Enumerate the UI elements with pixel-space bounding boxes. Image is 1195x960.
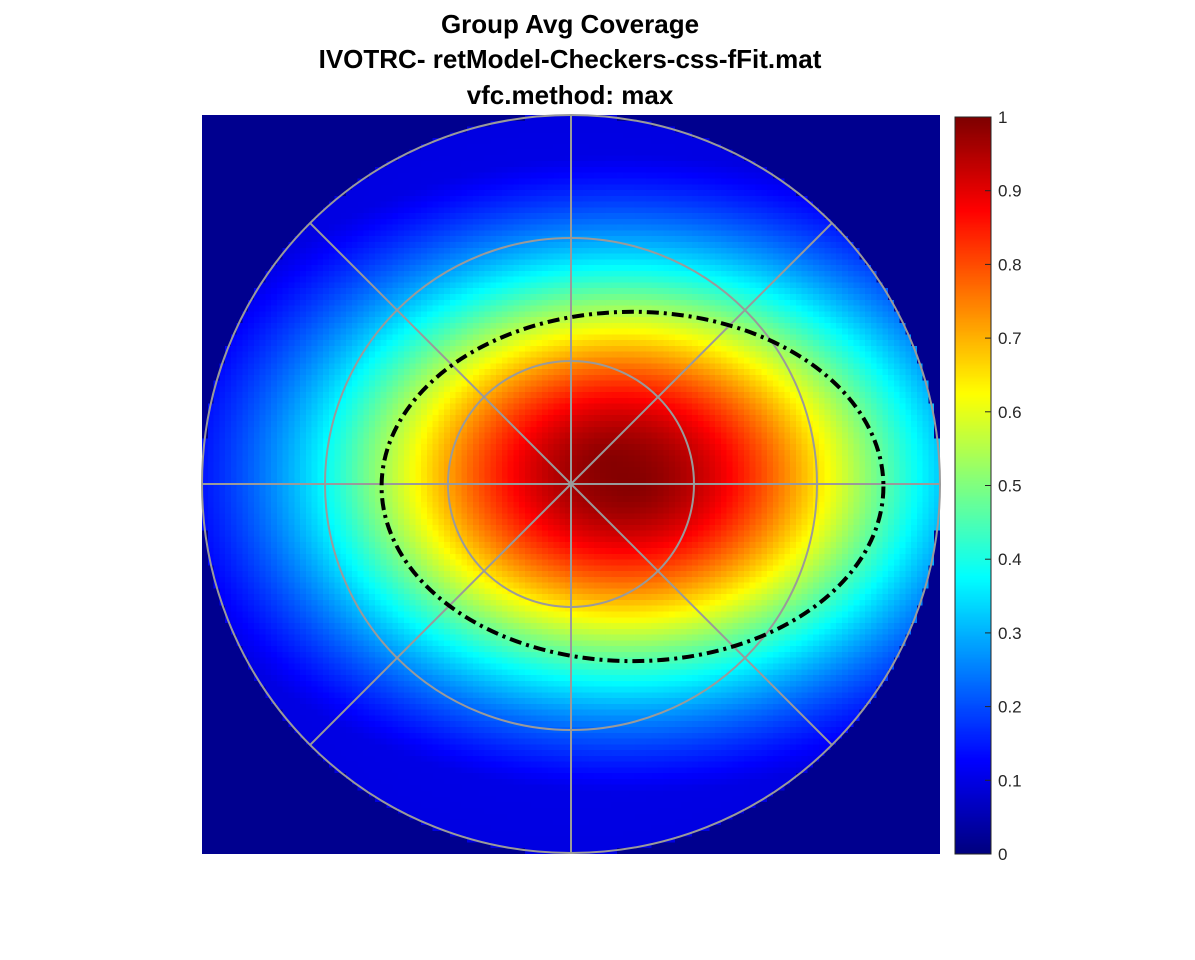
colorbar-tick-label: 0.7 [998, 329, 1022, 348]
polar-grid [201, 114, 941, 854]
contour-layer [379, 309, 886, 664]
colorbar-tick-label: 0.4 [998, 550, 1022, 569]
chart-title-line-2: IVOTRC- retModel-Checkers-css-fFit.mat [319, 44, 822, 74]
colorbar-tick-label: 0.2 [998, 698, 1022, 717]
colorbar-tick-label: 0 [998, 845, 1007, 864]
colorbar-tick-label: 0.9 [998, 182, 1022, 201]
polar-spoke [309, 483, 572, 746]
coverage-plot [201, 114, 941, 854]
polar-spoke [570, 222, 833, 485]
colorbar-tick-label: 0.1 [998, 771, 1022, 790]
chart-title-line-1: Group Avg Coverage [441, 9, 699, 39]
colorbar-ticks: 0 0.1 0.2 0.3 0.4 0.5 0.6 0.7 0.8 0.9 1 [985, 108, 1022, 864]
chart-title-line-3: vfc.method: max [467, 80, 674, 110]
colorbar-tick-label: 0.8 [998, 255, 1022, 274]
chart-title: Group Avg Coverage IVOTRC- retModel-Chec… [319, 9, 822, 110]
colorbar-tick-label: 0.6 [998, 403, 1022, 422]
polar-spoke [309, 222, 572, 485]
colorbar-tick-label: 0.5 [998, 477, 1022, 496]
colorbar: 0 0.1 0.2 0.3 0.4 0.5 0.6 0.7 0.8 0.9 1 [954, 108, 1022, 864]
contour-line [379, 309, 886, 664]
colorbar-tick-label: 1 [998, 108, 1007, 127]
colorbar-tick-label: 0.3 [998, 624, 1022, 643]
polar-spoke [570, 483, 833, 746]
